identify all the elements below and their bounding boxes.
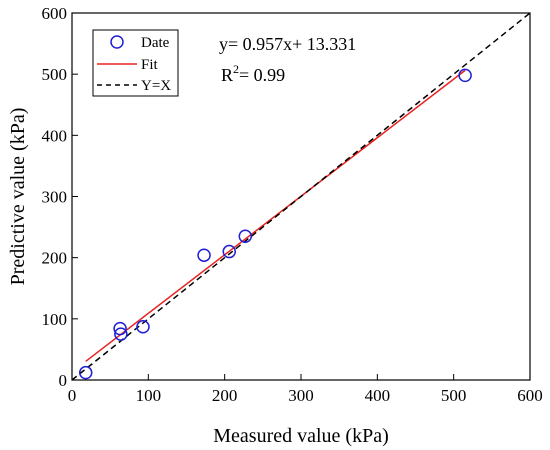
data-point: [114, 327, 128, 341]
data-point: [78, 365, 93, 380]
legend-marker-date: [110, 35, 124, 49]
data-point: [238, 229, 253, 244]
series-line-fit: [85, 69, 466, 362]
r-squared-prefix: R: [221, 65, 233, 85]
y-tick-label: 600: [42, 4, 68, 23]
legend-label-date: Date: [141, 35, 170, 51]
data-points: [78, 68, 472, 380]
x-tick-label: 400: [365, 386, 391, 405]
data-point: [222, 244, 236, 259]
data-point: [113, 321, 127, 336]
r-squared: R2= 0.99: [221, 62, 285, 85]
y-axis-title: Predictive value (kPa): [7, 108, 29, 286]
axis-ticks: 0 100 200 300 400 500 600 0 100 200 300 400 500 600: [42, 4, 543, 405]
r-squared-superscript: 2: [233, 62, 239, 76]
data-point: [197, 248, 211, 262]
data-point: [458, 68, 472, 83]
legend-label-fit: Fit: [141, 57, 159, 73]
series-lines: [71, 12, 531, 381]
x-tick-label: 200: [212, 386, 238, 405]
fit-equation: y= 0.957x+ 13.331: [219, 34, 356, 54]
legend: Date Fit Y=X: [92, 29, 179, 97]
y-tick-label: 400: [42, 126, 68, 145]
y-tick-label: 0: [59, 371, 68, 390]
r-squared-value: = 0.99: [239, 65, 285, 85]
y-tick-label: 500: [42, 65, 68, 84]
x-axis-title: Measured value (kPa): [213, 425, 389, 447]
x-tick-label: 100: [136, 386, 162, 405]
y-tick-label: 300: [42, 188, 68, 207]
x-tick-label: 600: [517, 386, 543, 405]
x-tick-label: 0: [68, 386, 77, 405]
data-point: [136, 320, 150, 334]
x-tick-label: 300: [288, 386, 314, 405]
legend-label-yx: Y=X: [141, 78, 171, 94]
x-tick-label: 500: [441, 386, 467, 405]
series-line-y-x: [71, 12, 531, 381]
y-tick-label: 100: [42, 310, 68, 329]
y-tick-label: 200: [42, 249, 68, 268]
